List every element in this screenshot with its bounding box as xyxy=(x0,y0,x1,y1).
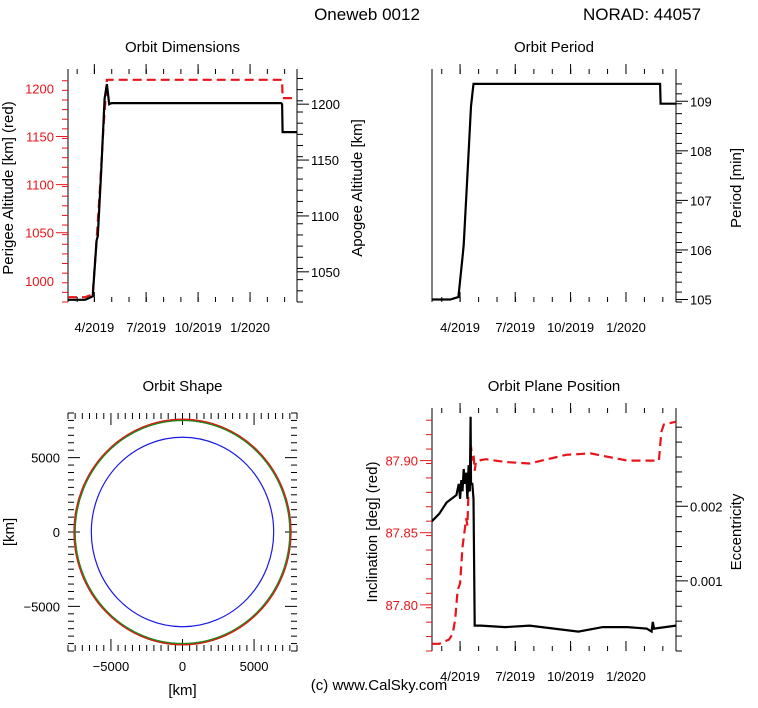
right-y-tick-label: 109 xyxy=(690,94,712,109)
x-tick-label: 10/2019 xyxy=(175,320,222,335)
x-tick-label: 5000 xyxy=(240,659,269,674)
satellite-name: Oneweb 0012 xyxy=(314,5,420,24)
x-tick-label: 10/2019 xyxy=(547,320,594,335)
left-axis-title: Perigee Altitude [km] (red) xyxy=(0,101,17,274)
x-tick-label: 1/2020 xyxy=(230,320,270,335)
y-tick-label: 5000 xyxy=(31,451,60,466)
right-y-tick-label: 1100 xyxy=(311,209,339,224)
left-y-tick-label: 1050 xyxy=(25,226,54,241)
x-tick-label: −5000 xyxy=(93,659,130,674)
series-line-black xyxy=(68,83,297,301)
right-y-tick-label: 106 xyxy=(690,243,712,258)
circle-earth xyxy=(90,436,275,628)
series-line-red xyxy=(68,78,297,299)
right-y-tick-label: 105 xyxy=(690,293,712,308)
left-y-tick-label: 87.90 xyxy=(385,454,418,469)
series-line-red xyxy=(432,420,677,645)
x-tick-label: 7/2019 xyxy=(495,320,535,335)
y-tick-label: −5000 xyxy=(23,599,60,614)
right-axis-title: Apogee Altitude [km] xyxy=(349,119,366,257)
chart-title: Orbit Period xyxy=(514,39,594,56)
chart-title: Orbit Plane Position xyxy=(488,378,621,395)
x-tick-label: 4/2019 xyxy=(440,320,480,335)
chart-panels: Orbit Dimensions 4/2019 7/2019 10/2019 1/202… xyxy=(0,39,745,699)
series-line-black xyxy=(432,82,676,301)
left-y-tick-label: 87.85 xyxy=(385,526,418,541)
left-y-tick-label: 1000 xyxy=(25,274,54,289)
circle-orbit-outline xyxy=(73,418,292,646)
norad-id: NORAD: 44057 xyxy=(583,5,701,24)
x-tick-label: 1/2020 xyxy=(606,320,646,335)
x-tick-label: 4/2019 xyxy=(440,669,480,684)
chart-plane: Orbit Plane Position 4/2019 7/2019 10/2019 1… xyxy=(364,378,745,684)
chart-title: Orbit Shape xyxy=(142,378,222,395)
right-axis-title: Eccentricity xyxy=(728,493,745,570)
x-axis-title: [km] xyxy=(168,682,196,699)
credit-text: (c) www.CalSky.com xyxy=(311,677,447,694)
right-axis-title: Period [min] xyxy=(728,148,745,228)
right-y-tick-label: 0.001 xyxy=(690,574,723,589)
x-tick-label: 4/2019 xyxy=(74,320,114,335)
x-tick-label: 7/2019 xyxy=(495,669,535,684)
left-y-tick-label: 1150 xyxy=(26,130,54,145)
y-tick-label: 0 xyxy=(53,525,60,540)
left-axis-title: Inclination [deg] (red) xyxy=(364,462,381,603)
chart-title: Orbit Dimensions xyxy=(125,39,240,56)
right-y-tick-label: 107 xyxy=(690,193,712,208)
chart-dimensions: Orbit Dimensions 4/2019 7/2019 10/2019 1/202… xyxy=(0,39,366,335)
right-y-tick-label: 1050 xyxy=(311,265,340,280)
chart-period: Orbit Period 4/2019 7/2019 10/2019 1/2020 105… xyxy=(431,39,745,335)
left-y-tick-label: 1100 xyxy=(26,178,54,193)
x-tick-label: 0 xyxy=(179,659,186,674)
series-line-black xyxy=(431,416,677,634)
left-y-tick-label: 87.80 xyxy=(385,598,418,613)
x-tick-label: 10/2019 xyxy=(547,669,594,684)
right-y-tick-label: 108 xyxy=(690,144,712,159)
right-y-tick-label: 1200 xyxy=(311,97,340,112)
circle-orbit xyxy=(73,418,292,646)
x-tick-label: 1/2020 xyxy=(606,669,646,684)
right-y-tick-label: 1150 xyxy=(311,153,339,168)
right-y-tick-label: 0.002 xyxy=(690,499,723,514)
left-y-tick-label: 1200 xyxy=(25,81,54,96)
chart-shape: Orbit Shape −5000 0 5000 −5000 0 5000 [km] [km] xyxy=(1,378,298,699)
y-axis-title: [km] xyxy=(1,518,18,546)
x-tick-label: 7/2019 xyxy=(126,320,166,335)
